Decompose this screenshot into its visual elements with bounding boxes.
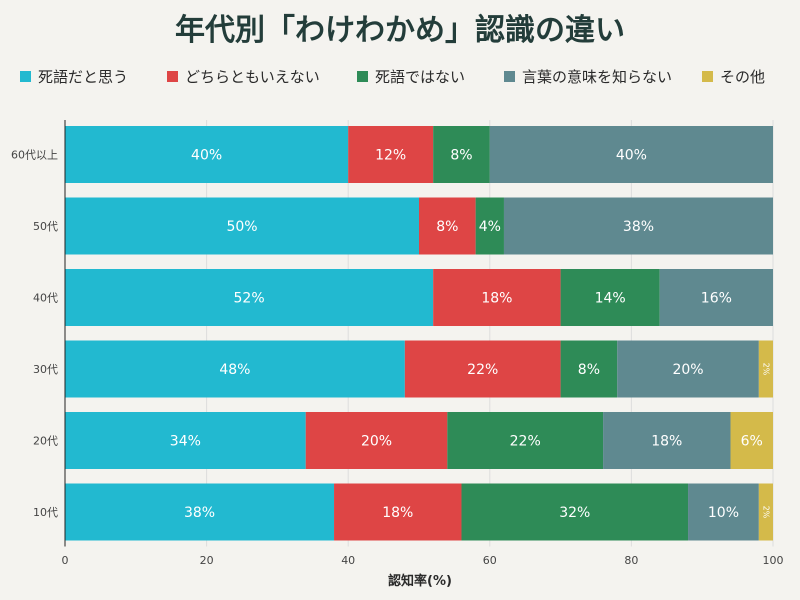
bar-label-1-0: 50% xyxy=(226,219,257,235)
bar-4-0 xyxy=(65,412,306,469)
bar-3-0 xyxy=(65,340,405,398)
bar-2-1 xyxy=(433,269,561,326)
bar-label-3-4: 2% xyxy=(761,363,770,376)
bar-1-3 xyxy=(503,197,773,255)
bar-label-0-2: 8% xyxy=(450,148,472,164)
bar-2-2 xyxy=(560,269,660,326)
bar-2-3 xyxy=(659,269,773,326)
bar-label-4-2: 22% xyxy=(510,434,541,450)
x-tick-label-4: 80 xyxy=(624,554,638,567)
y-tick-label-1: 50代 xyxy=(33,220,58,233)
bar-2-0 xyxy=(65,269,434,326)
bars: 40% 12% 8% 40% 50% 8% 4% 38% 52% 18% 14% 16% 48% 22% 8… xyxy=(65,126,773,541)
bar-4-4 xyxy=(730,412,773,469)
bar-5-4 xyxy=(758,483,773,541)
bar-5-3 xyxy=(688,483,759,541)
bar-0-3 xyxy=(489,126,773,183)
bar-label-2-0: 52% xyxy=(234,291,265,307)
legend-swatch-2 xyxy=(357,71,368,82)
x-tick-label-0: 0 xyxy=(62,554,69,567)
bar-label-5-1: 18% xyxy=(382,505,413,521)
legend-swatch-0 xyxy=(20,71,31,82)
legend-swatch-4 xyxy=(702,71,713,82)
bar-0-2 xyxy=(433,126,490,183)
legend: 死語だと思う どちらともいえない 死語ではない 言葉の意味を知らない その他 xyxy=(20,68,765,86)
bar-label-4-0: 34% xyxy=(170,434,201,450)
bar-5-2 xyxy=(461,483,689,541)
x-tick-label-2: 40 xyxy=(341,554,355,567)
chart-title: 年代別「わけわかめ」認識の違い xyxy=(175,13,625,48)
bar-label-0-0: 40% xyxy=(191,148,222,164)
bar-3-4 xyxy=(758,340,773,398)
bar-4-3 xyxy=(603,412,731,469)
y-tick-label-2: 40代 xyxy=(33,292,58,305)
bar-label-4-4: 6% xyxy=(741,434,763,450)
x-axis-ticks: 0 20 40 60 80 100 xyxy=(62,554,784,567)
bar-1-1 xyxy=(419,197,476,255)
bar-4-1 xyxy=(305,412,448,469)
bar-label-3-2: 8% xyxy=(578,362,600,378)
legend-label-2: 死語ではない xyxy=(375,68,465,86)
bar-label-5-4: 2% xyxy=(761,506,770,519)
x-axis-title: 認知率(%) xyxy=(388,573,452,589)
bar-label-1-1: 8% xyxy=(436,219,458,235)
bar-label-4-3: 18% xyxy=(651,434,682,450)
bar-label-0-1: 12% xyxy=(375,148,406,164)
legend-label-0: 死語だと思う xyxy=(38,68,128,86)
legend-label-1: どちらともいえない xyxy=(185,68,320,86)
bar-0-1 xyxy=(348,126,434,183)
x-tick-label-1: 20 xyxy=(200,554,214,567)
bar-label-1-2: 4% xyxy=(479,219,501,235)
gridlines xyxy=(64,120,774,547)
y-tick-label-5: 10代 xyxy=(33,506,58,519)
x-tick-label-5: 100 xyxy=(763,554,784,567)
bar-label-4-1: 20% xyxy=(361,434,392,450)
bar-label-1-3: 38% xyxy=(623,219,654,235)
legend-label-3: 言葉の意味を知らない xyxy=(522,68,672,86)
bar-label-3-0: 48% xyxy=(219,362,250,378)
bar-0-0 xyxy=(65,126,349,183)
bar-5-1 xyxy=(334,483,462,541)
bar-label-2-1: 18% xyxy=(481,291,512,307)
bar-label-2-2: 14% xyxy=(595,291,626,307)
bar-3-2 xyxy=(560,340,618,398)
legend-swatch-3 xyxy=(504,71,515,82)
bar-3-1 xyxy=(404,340,561,398)
bar-4-2 xyxy=(447,412,604,469)
legend-swatch-1 xyxy=(167,71,178,82)
bar-label-3-3: 20% xyxy=(672,362,703,378)
bar-label-5-0: 38% xyxy=(184,505,215,521)
legend-label-4: その他 xyxy=(720,68,765,86)
y-axis-ticks: 60代以上 50代 40代 30代 20代 10代 xyxy=(11,149,58,520)
bar-label-2-3: 16% xyxy=(701,291,732,307)
bar-label-0-3: 40% xyxy=(616,148,647,164)
bar-1-0 xyxy=(65,197,419,255)
bar-label-5-2: 32% xyxy=(559,505,590,521)
y-tick-label-0: 60代以上 xyxy=(11,149,58,162)
bar-1-2 xyxy=(475,197,504,255)
y-tick-label-3: 30代 xyxy=(33,363,58,376)
y-tick-label-4: 20代 xyxy=(33,435,58,448)
bar-label-3-1: 22% xyxy=(467,362,498,378)
bar-3-3 xyxy=(617,340,759,398)
bar-5-0 xyxy=(65,483,335,541)
x-tick-label-3: 60 xyxy=(483,554,497,567)
bar-label-5-3: 10% xyxy=(708,505,739,521)
